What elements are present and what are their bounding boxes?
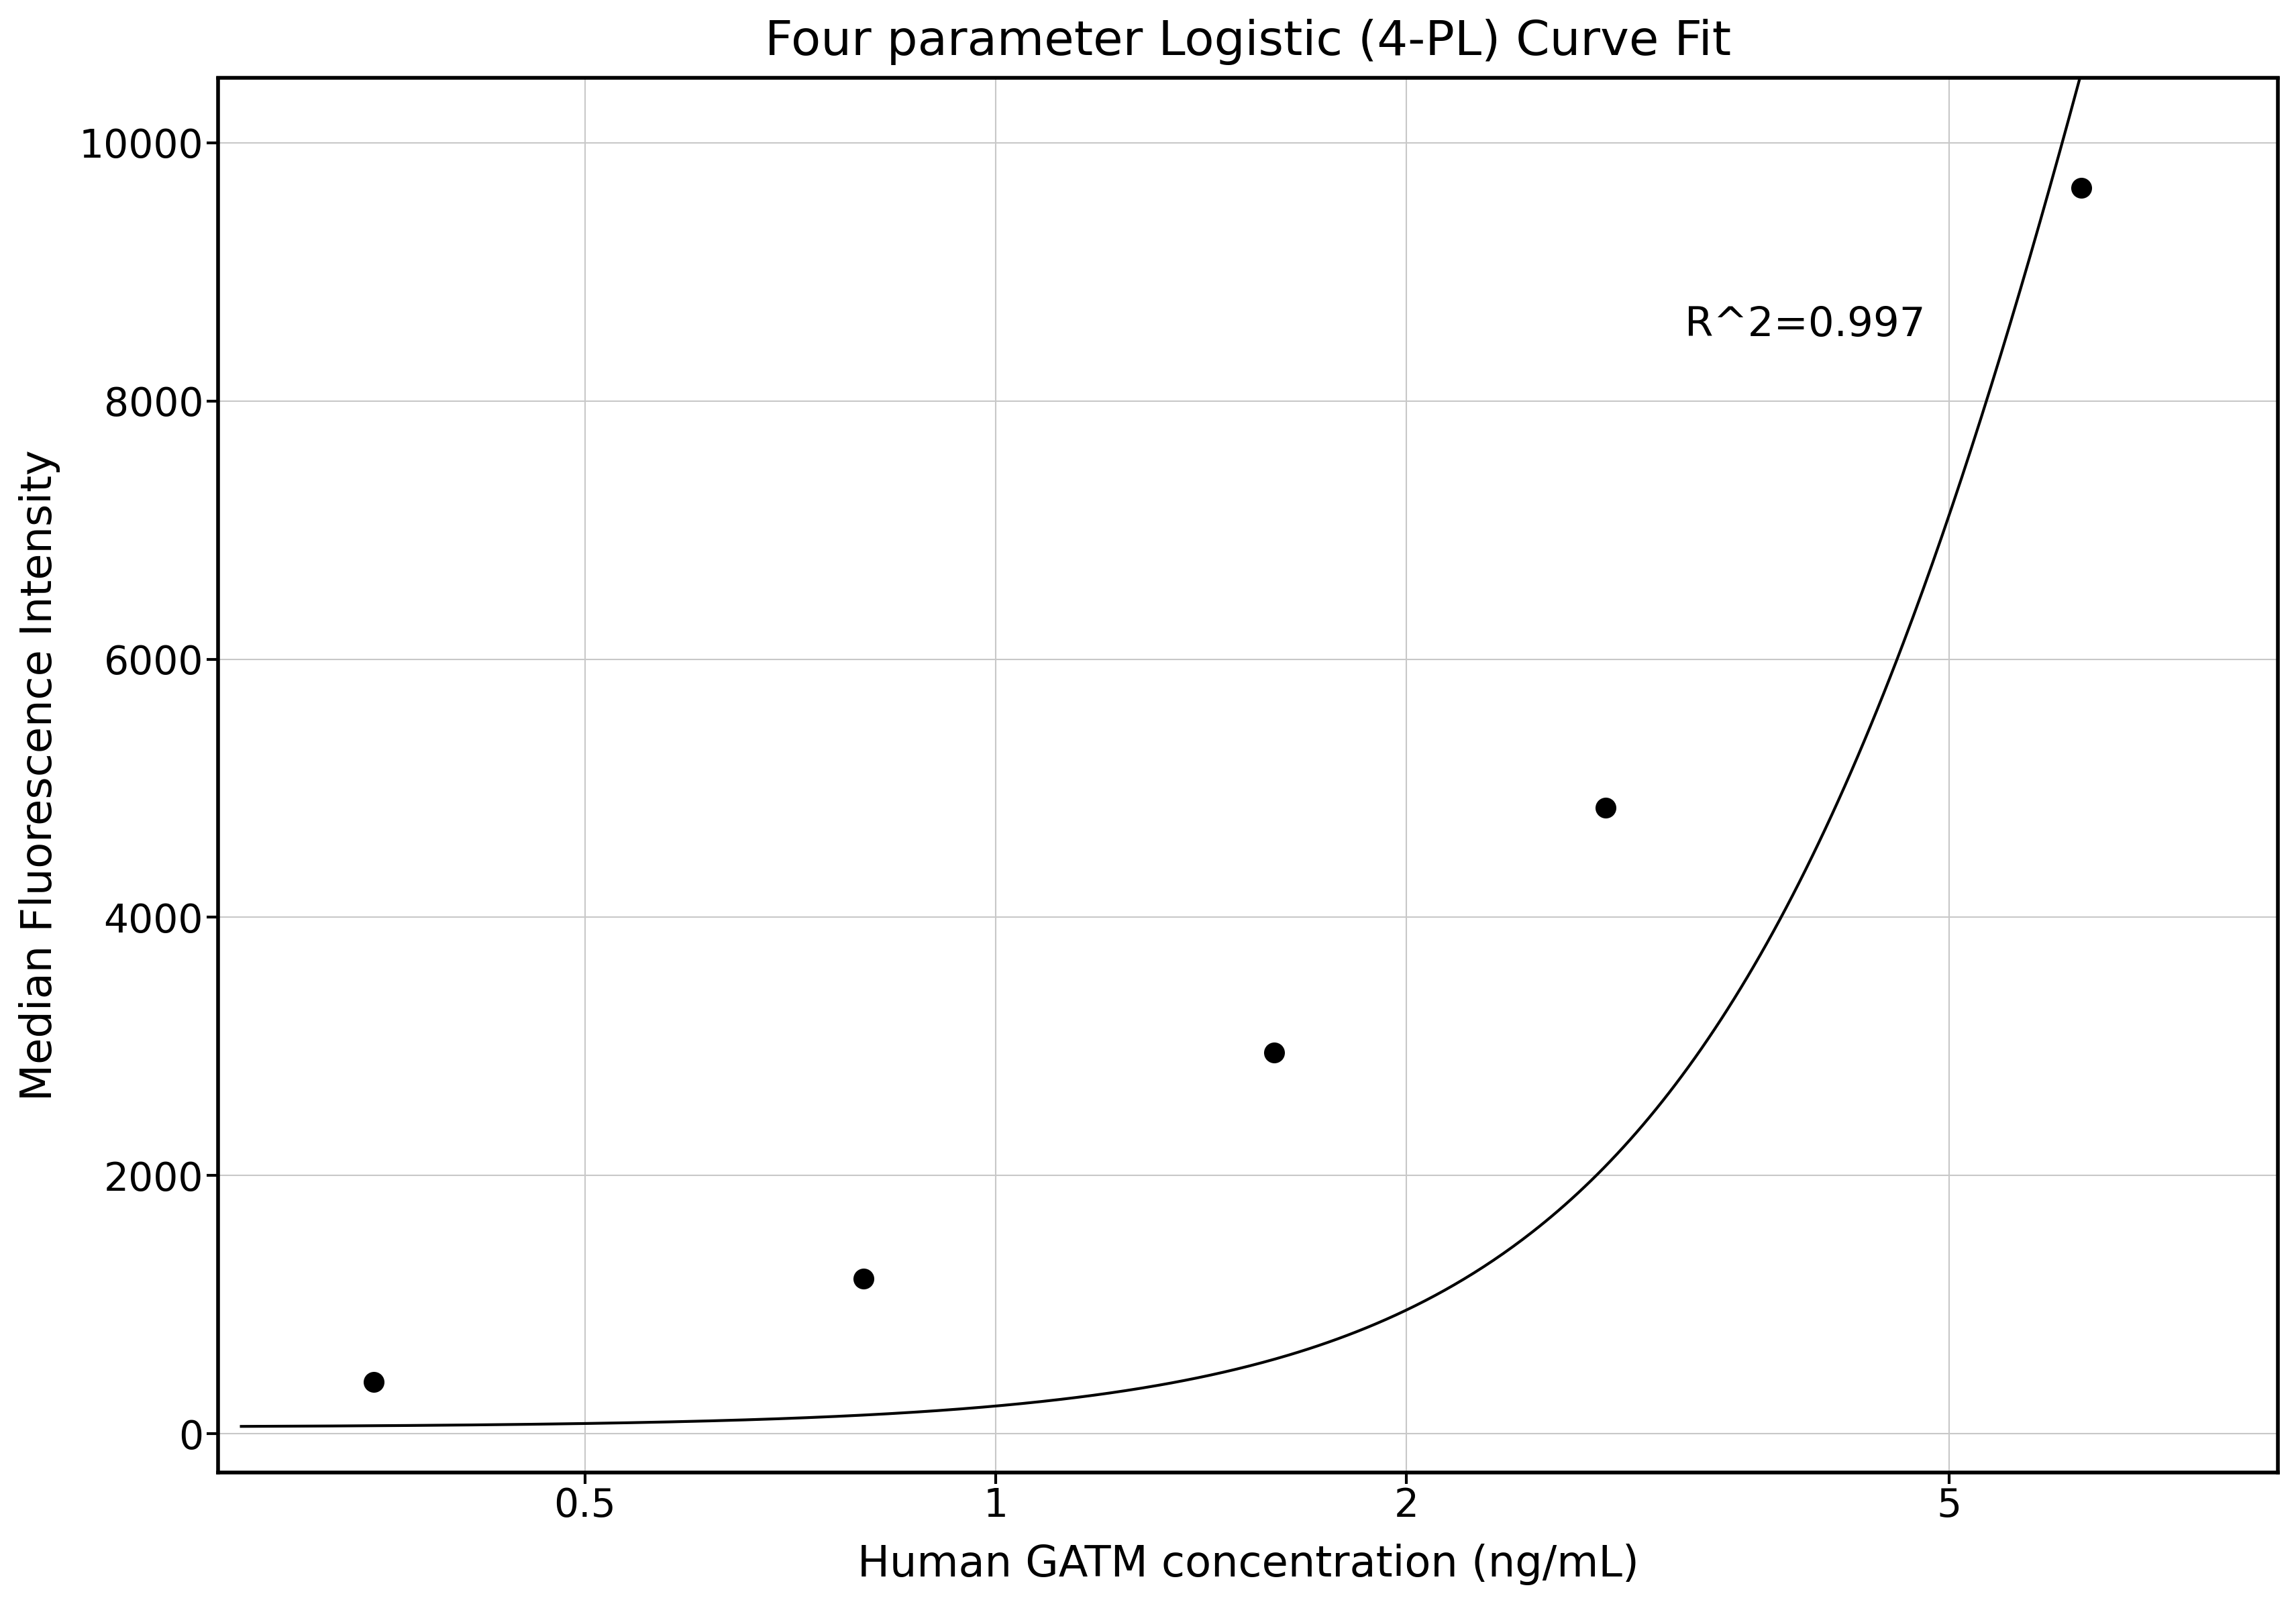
- X-axis label: Human GATM concentration (ng/mL): Human GATM concentration (ng/mL): [856, 1543, 1639, 1585]
- Title: Four parameter Logistic (4-PL) Curve Fit: Four parameter Logistic (4-PL) Curve Fit: [765, 19, 1731, 64]
- Text: R^2=0.997: R^2=0.997: [1685, 305, 1924, 345]
- Point: [1587, 794, 1623, 820]
- Point: [845, 1266, 882, 1291]
- Y-axis label: Median Fluorescence Intensity: Median Fluorescence Intensity: [18, 449, 60, 1100]
- Point: [1256, 1039, 1293, 1065]
- Point: [2062, 175, 2099, 200]
- Point: [356, 1370, 393, 1395]
